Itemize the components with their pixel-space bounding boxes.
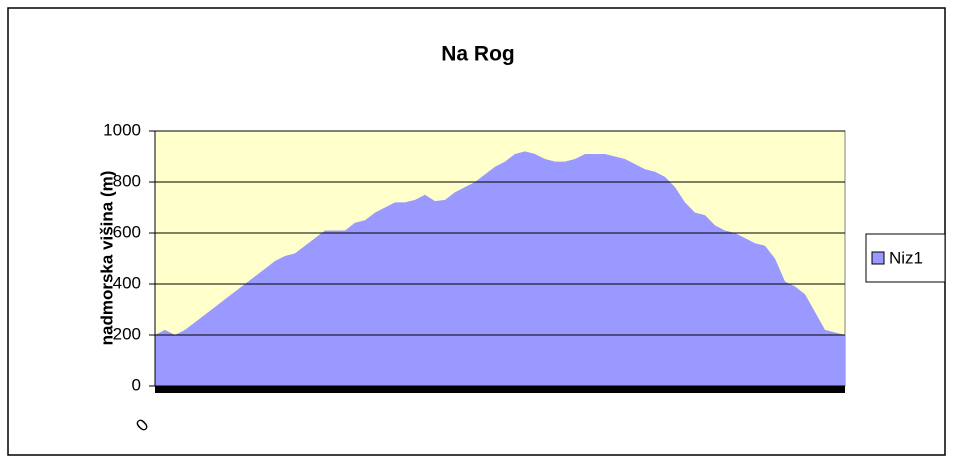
chart-title: Na Rog bbox=[441, 43, 515, 66]
y-tick-label: 0 bbox=[132, 375, 141, 394]
y-tick-label: 200 bbox=[113, 324, 141, 343]
y-tick-label: 1000 bbox=[103, 120, 141, 139]
y-axis-label: nadmorska višina (m) bbox=[97, 171, 116, 346]
area bbox=[155, 151, 845, 386]
legend-swatch bbox=[871, 251, 885, 265]
y-tick-label: 800 bbox=[113, 171, 141, 190]
y-tick-label: 600 bbox=[113, 222, 141, 241]
legend-label: Niz1 bbox=[889, 248, 923, 267]
y-tick-label: 400 bbox=[113, 273, 141, 292]
x-axis-ticks-band bbox=[155, 386, 845, 393]
